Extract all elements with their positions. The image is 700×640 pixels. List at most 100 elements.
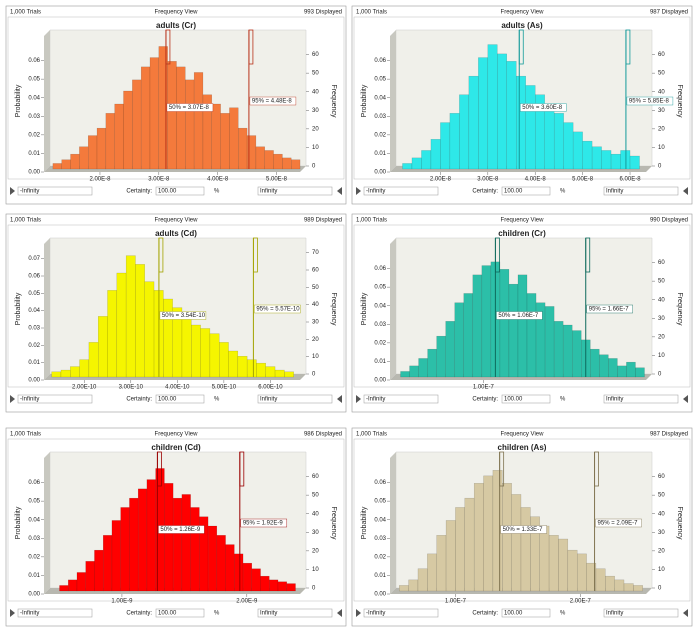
upper-field[interactable] [603, 394, 679, 404]
y-tick-label: 0.06 [374, 58, 386, 64]
y2-tick-label: 20 [312, 337, 319, 343]
certainty-field[interactable] [155, 186, 205, 196]
upper-grabber[interactable] [683, 187, 688, 195]
lower-grabber[interactable] [10, 395, 15, 403]
marker-label-box [595, 518, 642, 528]
x-tick-label: 3.00E-10 [119, 385, 144, 391]
histogram-bar [70, 153, 80, 170]
lower-field[interactable] [363, 186, 439, 196]
histogram-bar [52, 163, 62, 170]
marker-label: 50% = 3.60E-8 [522, 105, 563, 111]
histogram-bar [499, 269, 510, 378]
trials: 1,000 Trials [356, 10, 387, 16]
histogram-bar [417, 568, 428, 592]
y2-tick-label: 40 [658, 297, 665, 303]
upper-field[interactable] [603, 186, 679, 196]
histogram-bar [273, 153, 283, 170]
histogram-bar [635, 367, 645, 378]
histogram-bar [617, 365, 627, 378]
certainty-field[interactable] [501, 186, 551, 196]
marker-grip [158, 237, 164, 273]
certainty-unit: % [214, 611, 220, 617]
y-tick-label: 0.04 [28, 95, 40, 101]
y2-axis-label: Frequency [676, 84, 683, 118]
certainty-field[interactable] [155, 608, 205, 618]
upper-grabber[interactable] [337, 395, 342, 403]
histogram-bar [229, 107, 239, 170]
view: Frequency View [501, 10, 545, 16]
y-tick-label: 0.00 [28, 592, 40, 598]
y-tick-label: 0.03 [374, 536, 386, 542]
upper-grabber[interactable] [337, 609, 342, 617]
y2-tick-label: 70 [312, 250, 319, 256]
lower-grabber[interactable] [10, 609, 15, 617]
x-tick-label: 2.00E-7 [570, 599, 592, 605]
left-wall [390, 30, 396, 172]
upper-grabber[interactable] [683, 609, 688, 617]
upper-field[interactable] [257, 186, 333, 196]
y2-tick-label: 10 [658, 145, 665, 151]
lower-value: -Infinity [366, 611, 385, 617]
upper-grabber[interactable] [337, 187, 342, 195]
lower-field[interactable] [17, 608, 93, 618]
histogram-bar [251, 568, 261, 592]
histogram-bar [185, 79, 195, 170]
marker-label: 95% = 1.92E-9 [243, 521, 284, 527]
histogram-bar [553, 113, 564, 170]
histogram-bar [70, 366, 80, 378]
histogram-bar [497, 53, 507, 170]
lower-grabber[interactable] [356, 395, 361, 403]
displayed: 993 Displayed [304, 10, 342, 16]
left-wall [44, 238, 50, 380]
histogram-bar [234, 553, 244, 592]
lower-field[interactable] [363, 394, 439, 404]
histogram-bar [94, 549, 104, 592]
certainty-field[interactable] [501, 608, 551, 618]
lower-grabber[interactable] [356, 187, 361, 195]
histogram-bar [590, 348, 600, 378]
histogram-bar [436, 535, 447, 592]
marker-label: 50% = 3.07E-8 [169, 105, 210, 111]
upper-field[interactable] [257, 608, 333, 618]
certainty-field[interactable] [155, 394, 205, 404]
marker-label-box [586, 304, 633, 314]
upper-field[interactable] [257, 394, 333, 404]
lower-field[interactable] [17, 394, 93, 404]
lower-grabber[interactable] [356, 609, 361, 617]
histogram-bar [539, 525, 550, 592]
x-tick-label: 3.00E-8 [148, 177, 170, 183]
marker-label-box [500, 525, 547, 534]
marker-label-box [166, 103, 214, 112]
y2-tick-label: 20 [312, 126, 319, 132]
certainty-unit: % [214, 189, 220, 195]
upper-field[interactable] [603, 608, 679, 618]
lower-field[interactable] [363, 608, 439, 618]
histogram-bar [105, 113, 115, 170]
certainty-field[interactable] [501, 394, 551, 404]
y2-tick-label: 30 [658, 316, 665, 322]
lower-field[interactable] [17, 186, 93, 196]
histogram-bar [264, 150, 274, 170]
histogram-bar [220, 113, 230, 170]
certainty-label: Certainty: [472, 611, 498, 617]
histogram-bar [427, 553, 437, 592]
y2-tick-label: 50 [312, 71, 319, 77]
histogram-bar [265, 366, 276, 378]
marker-grip [253, 237, 258, 273]
histogram-bar [181, 494, 191, 592]
upper-grabber[interactable] [683, 395, 688, 403]
histogram-bar [163, 298, 173, 378]
certainty-value: 100.00 [504, 397, 523, 403]
histogram-bar [269, 579, 279, 592]
histogram-bar [445, 321, 455, 378]
lower-grabber[interactable] [10, 187, 15, 195]
y-tick-label: 0.05 [28, 499, 40, 505]
displayed: 990 Displayed [650, 218, 688, 224]
histogram-bar [506, 61, 517, 170]
y2-tick-label: 20 [658, 126, 665, 132]
y2-axis-label: Frequency [330, 506, 337, 540]
x-tick-label: 2.00E-8 [89, 177, 111, 183]
histogram-bar [277, 581, 287, 592]
marker-label-box [159, 311, 207, 320]
histogram-bar [483, 475, 494, 592]
